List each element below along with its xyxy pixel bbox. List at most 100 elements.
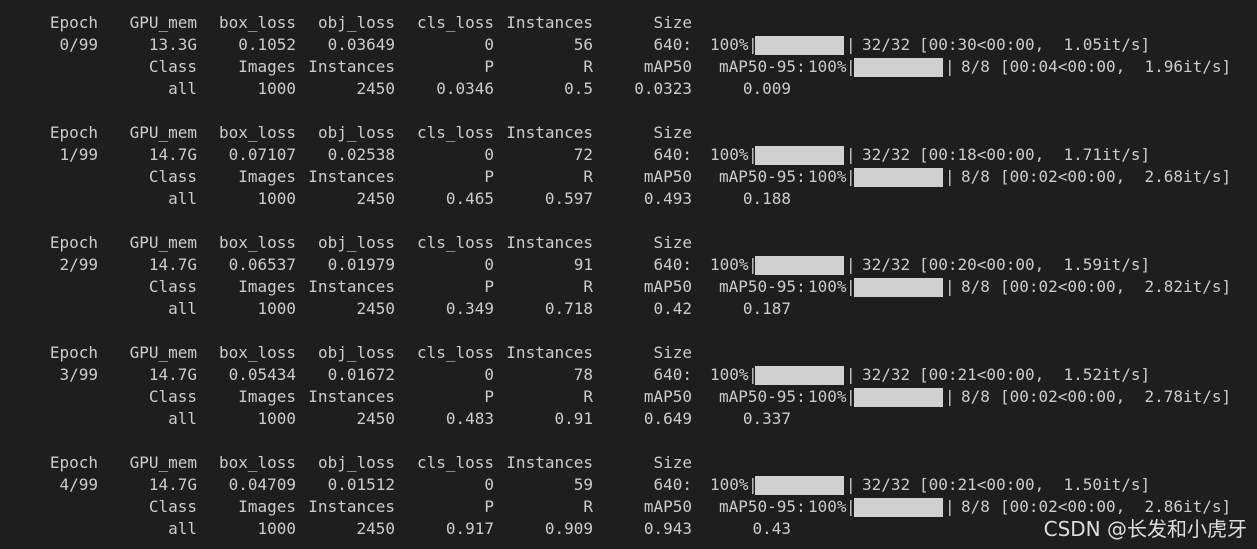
epoch-value: 1/99 xyxy=(59,145,98,164)
train-header-row: Epoch GPU_mem box_loss obj_loss cls_loss Inst… xyxy=(0,12,1257,34)
val-instances-value: 2450 xyxy=(356,409,395,428)
progress-bar-right-edge: | xyxy=(846,145,856,164)
precision-header: P xyxy=(484,387,494,406)
val-instances-value: 2450 xyxy=(356,299,395,318)
val-values-row: all 1000 2450 0.483 0.91 0.649 0.337 xyxy=(0,408,1257,430)
recall-value: 0.597 xyxy=(544,189,593,208)
train-progress-bar xyxy=(755,256,844,275)
train-progress-timing: [00:18<00:00, 1.71it/s] xyxy=(919,145,1151,164)
precision-header: P xyxy=(484,57,494,76)
val-values-row: all 1000 2450 0.465 0.597 0.493 0.188 xyxy=(0,188,1257,210)
instances-value: 56 xyxy=(573,35,593,54)
precision-header: P xyxy=(484,167,494,186)
gpu-mem-value: 14.7G xyxy=(148,255,197,274)
images-header: Images xyxy=(238,277,296,296)
epoch-header: Epoch xyxy=(49,453,98,472)
train-progress-bar xyxy=(755,146,844,165)
obj-loss-value: 0.03649 xyxy=(327,35,395,54)
instances-header: Instances xyxy=(506,13,593,32)
instances-header: Instances xyxy=(506,123,593,142)
cls-loss-value: 0 xyxy=(484,475,494,494)
train-progress-count: 32/32 xyxy=(862,475,911,494)
instances-header: Instances xyxy=(506,343,593,362)
obj-loss-header: obj_loss xyxy=(317,233,395,252)
images-value: 1000 xyxy=(257,189,296,208)
size-header: Size xyxy=(653,453,692,472)
map50-95-value: 0.009 xyxy=(742,79,791,98)
map50-value: 0.943 xyxy=(643,519,692,538)
train-progress-timing: [00:30<00:00, 1.05it/s] xyxy=(919,35,1151,54)
size-header: Size xyxy=(653,343,692,362)
box-loss-value: 0.07107 xyxy=(228,145,296,164)
map50-header: mAP50 xyxy=(643,57,692,76)
progress-bar-left-edge: | xyxy=(748,365,758,384)
train-header-row: Epoch GPU_mem box_loss obj_loss cls_loss Inst… xyxy=(0,122,1257,144)
precision-header: P xyxy=(484,277,494,296)
cls-loss-header: cls_loss xyxy=(416,123,494,142)
size-value: 640: xyxy=(653,475,692,494)
epoch-block: Epoch GPU_mem box_loss obj_loss cls_loss Inst… xyxy=(0,12,1257,100)
val-progress-bar xyxy=(854,498,943,517)
train-progress-count: 32/32 xyxy=(862,255,911,274)
map50-95-header: mAP50-95: xyxy=(719,167,806,186)
gpu-mem-value: 14.7G xyxy=(148,145,197,164)
gpu-mem-value: 14.7G xyxy=(148,475,197,494)
recall-header: R xyxy=(583,57,593,76)
progress-bar-left-edge: | xyxy=(748,475,758,494)
gpu-mem-value: 14.7G xyxy=(148,365,197,384)
progress-bar-left-edge: | xyxy=(846,57,856,76)
box-loss-header: box_loss xyxy=(218,123,296,142)
cls-loss-value: 0 xyxy=(484,145,494,164)
map50-value: 0.649 xyxy=(643,409,692,428)
map50-95-header: mAP50-95: xyxy=(719,57,806,76)
obj-loss-header: obj_loss xyxy=(317,453,395,472)
csdn-watermark: CSDN @长发和小虎牙 xyxy=(1043,517,1247,541)
val-instances-header: Instances xyxy=(308,57,395,76)
gpu-mem-header: GPU_mem xyxy=(129,233,197,252)
epoch-block: Epoch GPU_mem box_loss obj_loss cls_loss Inst… xyxy=(0,122,1257,210)
progress-bar-right-edge: | xyxy=(945,277,955,296)
val-instances-header: Instances xyxy=(308,497,395,516)
box-loss-header: box_loss xyxy=(218,13,296,32)
images-value: 1000 xyxy=(257,299,296,318)
epoch-block: Epoch GPU_mem box_loss obj_loss cls_loss Inst… xyxy=(0,342,1257,430)
val-instances-value: 2450 xyxy=(356,189,395,208)
train-progress-bar xyxy=(755,366,844,385)
map50-95-value: 0.43 xyxy=(752,519,791,538)
train-header-row: Epoch GPU_mem box_loss obj_loss cls_loss Inst… xyxy=(0,452,1257,474)
map50-95-value: 0.337 xyxy=(742,409,791,428)
gpu-mem-value: 13.3G xyxy=(148,35,197,54)
train-progress-percent: 100% xyxy=(710,365,749,384)
class-value: all xyxy=(168,79,197,98)
epoch-value: 4/99 xyxy=(59,475,98,494)
progress-bar-left-edge: | xyxy=(748,255,758,274)
val-values-row: all 1000 2450 0.0346 0.5 0.0323 0.009 xyxy=(0,78,1257,100)
train-progress-timing: [00:21<00:00, 1.50it/s] xyxy=(919,475,1151,494)
val-progress-bar xyxy=(854,168,943,187)
map50-value: 0.0323 xyxy=(634,79,692,98)
instances-header: Instances xyxy=(506,453,593,472)
box-loss-header: box_loss xyxy=(218,343,296,362)
progress-bar-right-edge: | xyxy=(846,475,856,494)
progress-bar-right-edge: | xyxy=(846,35,856,54)
val-values-row: all 1000 2450 0.349 0.718 0.42 0.187 xyxy=(0,298,1257,320)
val-instances-header: Instances xyxy=(308,277,395,296)
box-loss-value: 0.04709 xyxy=(228,475,296,494)
recall-value: 0.718 xyxy=(544,299,593,318)
val-progress-percent: 100% xyxy=(808,167,847,186)
val-progress-percent: 100% xyxy=(808,57,847,76)
val-progress-count: 8/8 xyxy=(961,497,990,516)
recall-header: R xyxy=(583,497,593,516)
size-value: 640: xyxy=(653,35,692,54)
class-header: Class xyxy=(148,57,197,76)
recall-header: R xyxy=(583,167,593,186)
precision-value: 0.349 xyxy=(445,299,494,318)
epoch-value: 2/99 xyxy=(59,255,98,274)
progress-bar-left-edge: | xyxy=(846,497,856,516)
progress-bar-left-edge: | xyxy=(846,387,856,406)
class-header: Class xyxy=(148,277,197,296)
map50-95-header: mAP50-95: xyxy=(719,497,806,516)
